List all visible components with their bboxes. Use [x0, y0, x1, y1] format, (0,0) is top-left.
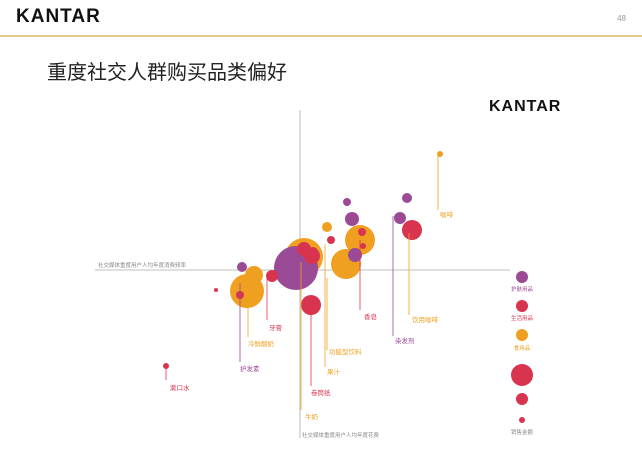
annotation-label-0: 牙膏 — [269, 323, 283, 332]
bubble-2-4 — [245, 266, 263, 284]
legend-size-bubble-2 — [519, 417, 525, 423]
legend-size-bubble-1 — [516, 393, 528, 405]
annotation-label-4: 卷筒纸 — [311, 388, 331, 397]
legend-label-0: 护肤用品 — [511, 285, 534, 293]
bubble-1-7 — [301, 295, 321, 315]
annotation-label-6: 果汁 — [327, 367, 341, 376]
legend-size-label: 销售金额 — [511, 428, 534, 436]
bubble-0-1 — [348, 248, 362, 262]
bubble-1-10 — [297, 242, 311, 256]
annotation-label-11: 咖啡 — [440, 210, 454, 219]
annotation-label-1: 冷鲜酸奶 — [248, 339, 275, 348]
annotation-label-2: 护发素 — [240, 364, 260, 373]
kantar-logo: KANTAR — [16, 6, 101, 27]
bubble-2-5 — [322, 222, 332, 232]
annotation-label-10: 饮用咖啡 — [412, 315, 439, 324]
legend-size-bubble-0 — [511, 364, 533, 386]
bubble-1-3 — [327, 236, 335, 244]
annotation-label-7: 功能型饮料 — [329, 347, 362, 356]
legend-swatch-0 — [516, 271, 528, 283]
y-axis-label: 社交媒体重度用户人均年度花费 — [302, 431, 380, 439]
legend-swatch-2 — [516, 329, 528, 341]
bubble-0-5 — [402, 193, 412, 203]
bubble-2-6 — [437, 151, 443, 157]
bubble-1-2 — [266, 270, 278, 282]
legend-label-2: 食用品 — [514, 344, 531, 352]
page-number: 48 — [617, 14, 626, 23]
bubble-0-2 — [345, 212, 359, 226]
header-divider — [0, 35, 642, 37]
annotation-label-8: 香皂 — [364, 312, 378, 321]
bubble-0-3 — [343, 198, 351, 206]
bubbles-layer — [163, 151, 443, 369]
x-axis-label: 社交媒体重度用户人均年度消费频率 — [98, 261, 187, 269]
bubble-1-4 — [360, 243, 366, 249]
bubble-1-6 — [402, 220, 422, 240]
annotation-label-9: 染发剂 — [395, 336, 415, 345]
chart-brand-logo: KANTAR — [489, 98, 562, 115]
bubble-1-11 — [163, 363, 169, 369]
slide-title: 重度社交人群购买品类偏好 — [47, 62, 287, 84]
bubble-1-8 — [214, 288, 218, 292]
bubble-0-4 — [394, 212, 406, 224]
bubble-0-6 — [237, 262, 247, 272]
annotation-label-3: 漱口水 — [170, 383, 190, 392]
legend-label-1: 生活用品 — [511, 314, 534, 322]
annotation-label-5: 牛奶 — [305, 412, 319, 421]
bubble-1-0 — [358, 228, 366, 236]
legend-swatch-1 — [516, 300, 528, 312]
